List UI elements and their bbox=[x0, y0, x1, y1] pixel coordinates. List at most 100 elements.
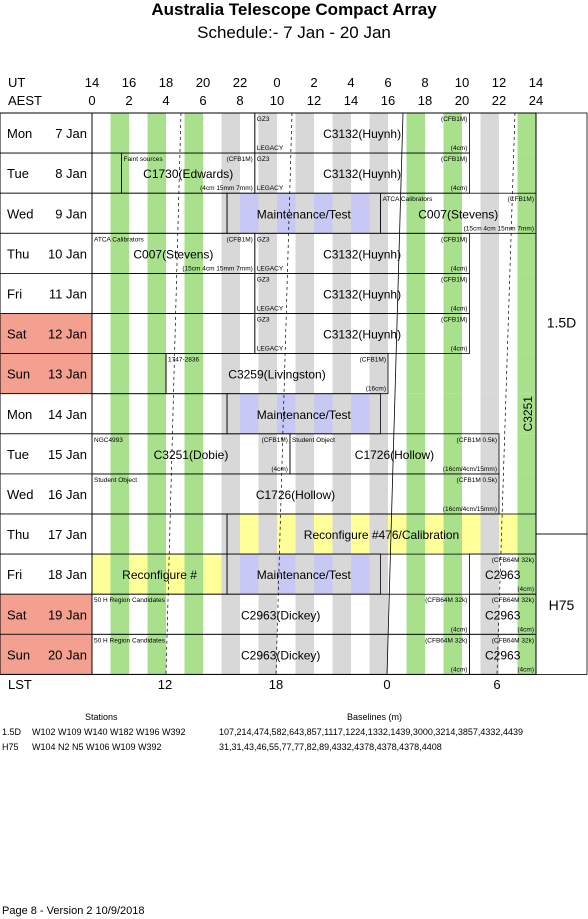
block-note-br-7: (15cm 4cm 15mm 7mm) bbox=[464, 225, 534, 232]
block-label-15: C3259(Livingston) bbox=[228, 368, 325, 382]
stripe-r13-1 bbox=[147, 634, 166, 675]
block-note-tl-13: GZ3 bbox=[257, 317, 270, 324]
maint-stripe-17-0 bbox=[240, 393, 259, 434]
block-label-23: Reconfigure # bbox=[122, 568, 197, 582]
reconf-stripe-22-24 bbox=[277, 514, 296, 555]
day-name-1: Tue bbox=[7, 166, 29, 181]
maint-stripe-24-2 bbox=[314, 554, 333, 595]
footer-baselines-2: 31,31,43,46,55,77,77,82,89,4332,4378,437… bbox=[219, 742, 442, 752]
stripe-r3-5 bbox=[295, 233, 314, 274]
block-note-tr-27: (CFB64M 32k) bbox=[492, 597, 534, 604]
stripe-r0-7 bbox=[369, 113, 388, 154]
stripe-r4-2 bbox=[184, 273, 203, 314]
stripe-r1-8 bbox=[406, 153, 425, 194]
block-note-tr-25: (CFB64M 32k) bbox=[492, 557, 534, 564]
day-date-1: 8 Jan bbox=[55, 166, 87, 181]
day-name-11: Fri bbox=[7, 567, 22, 582]
stripe-r12-1 bbox=[147, 594, 166, 635]
aest-tick-1: 2 bbox=[125, 93, 133, 108]
block-note-tl-18: NGC4993 bbox=[94, 437, 123, 444]
maint-stripe-17-1 bbox=[277, 393, 296, 434]
lst-dash-line-0 bbox=[165, 112, 182, 675]
stripe-r6-11 bbox=[517, 353, 536, 394]
day-cell-5 bbox=[0, 313, 93, 354]
stripe-r7-7 bbox=[369, 393, 388, 434]
footer-config-2: H75 bbox=[2, 742, 19, 752]
stripe-r1-1 bbox=[147, 153, 166, 194]
stripe-r13-2 bbox=[184, 634, 203, 675]
aest-tick-7: 14 bbox=[343, 93, 359, 108]
stripe-r5-6 bbox=[332, 313, 351, 354]
stripe-r5-4 bbox=[258, 313, 277, 354]
reconf-stripe-23-20 bbox=[203, 554, 222, 595]
maint-stripe-6-1 bbox=[277, 193, 296, 234]
stripe-r4-3 bbox=[221, 273, 240, 314]
stripe-r10-2 bbox=[184, 514, 203, 555]
reconf-stripe-23-14 bbox=[92, 554, 111, 595]
day-date-5: 12 Jan bbox=[48, 327, 87, 342]
stripe-r2-10 bbox=[480, 193, 499, 234]
stripe-r8-6 bbox=[332, 433, 351, 474]
stripe-r8-1 bbox=[147, 433, 166, 474]
block-label-8: C007(Stevens) bbox=[133, 247, 213, 261]
block-note-tl-26: 50 H Region Candidates bbox=[94, 597, 166, 604]
block-label-28: C2963(Dickey) bbox=[241, 648, 320, 662]
block-note-tr-1: (CFB1M) bbox=[441, 116, 467, 123]
stripe-r9-7 bbox=[369, 473, 388, 514]
day-cell-7 bbox=[0, 393, 93, 435]
stripe-r1-6 bbox=[332, 153, 351, 194]
stripe-r11-4 bbox=[258, 554, 277, 595]
aest-tick-11: 22 bbox=[491, 93, 507, 108]
footer-stations-2: W104 N2 N5 W106 W109 W392 bbox=[32, 742, 162, 752]
lst-dash-line-2 bbox=[496, 112, 516, 675]
block-note-tl-4: GZ3 bbox=[257, 156, 270, 163]
ut-tick-2: 18 bbox=[158, 75, 174, 90]
ut-label: UT bbox=[8, 75, 26, 90]
block-note-tl-9: GZ3 bbox=[257, 236, 270, 243]
block-note-tr-9: (CFB1M) bbox=[441, 236, 467, 243]
stripe-r8-8 bbox=[406, 433, 425, 474]
stripe-r10-7 bbox=[369, 514, 388, 555]
block-note-tl-7: ATCA Calibrators bbox=[383, 196, 433, 203]
stripe-r4-0 bbox=[110, 273, 129, 314]
maint-stripe-24-0 bbox=[240, 554, 259, 595]
block-note-bl-11: LEGACY bbox=[257, 306, 284, 313]
stripe-r3-6 bbox=[332, 233, 351, 274]
stripe-r4-8 bbox=[406, 273, 425, 314]
stripe-r11-10 bbox=[480, 554, 499, 595]
block-note-tr-26: (CFB64M 32k) bbox=[425, 597, 467, 604]
stripe-r12-5 bbox=[295, 594, 314, 635]
stripe-r10-4 bbox=[258, 514, 277, 555]
stripe-r4-6 bbox=[332, 273, 351, 314]
stripe-r4-11 bbox=[517, 273, 536, 314]
stripe-r7-3 bbox=[221, 393, 240, 434]
stripe-r1-4 bbox=[258, 153, 277, 194]
block-note-bl-13: LEGACY bbox=[257, 346, 284, 353]
day-date-6: 13 Jan bbox=[48, 367, 87, 382]
stripe-r1-3 bbox=[221, 153, 240, 194]
block-label-20: C1726(Hollow) bbox=[256, 488, 335, 502]
stripe-r7-5 bbox=[295, 393, 314, 434]
block-note-br-9: (4cm) bbox=[451, 265, 468, 272]
stripe-r10-0 bbox=[110, 514, 129, 555]
stripe-r10-11 bbox=[517, 514, 536, 555]
maint-stripe-6-2 bbox=[314, 193, 333, 234]
stripe-r13-7 bbox=[369, 634, 388, 675]
stripe-r5-8 bbox=[406, 313, 425, 354]
stripe-r4-5 bbox=[295, 273, 314, 314]
config-cell-1 bbox=[535, 533, 588, 675]
baselines-header: Baselines (m) bbox=[347, 712, 403, 722]
ut-tick-10: 10 bbox=[454, 75, 470, 90]
stripe-r8-10 bbox=[480, 433, 499, 474]
stripe-r2-0 bbox=[110, 193, 129, 234]
stripe-r12-2 bbox=[184, 594, 203, 635]
ut-tick-7: 4 bbox=[347, 75, 355, 90]
stripe-r9-0 bbox=[110, 473, 129, 514]
day-name-10: Thu bbox=[7, 527, 29, 542]
day-cell-13 bbox=[0, 633, 93, 675]
reconf-stripe-23-16 bbox=[129, 554, 148, 595]
day-date-4: 11 Jan bbox=[49, 286, 87, 301]
lst-tick-2: 0 bbox=[383, 677, 391, 692]
day-name-4: Fri bbox=[7, 286, 22, 301]
stripe-r12-4 bbox=[258, 594, 277, 635]
